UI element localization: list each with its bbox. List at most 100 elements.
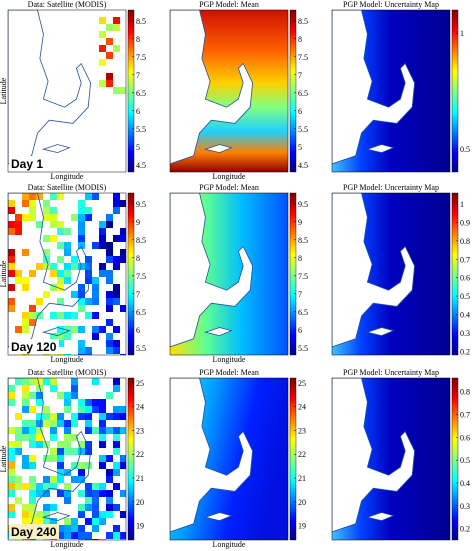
pixel xyxy=(36,378,43,385)
pixel xyxy=(85,420,92,427)
pixel xyxy=(99,511,106,518)
pixel xyxy=(78,539,85,540)
pixel xyxy=(113,469,120,476)
colorbar-tick-label: 21 xyxy=(136,474,144,483)
colorbar-tick-label: 0.4 xyxy=(460,311,470,320)
pixel xyxy=(113,87,120,94)
pixel xyxy=(92,504,99,511)
pixel xyxy=(71,448,78,455)
pixel xyxy=(64,490,71,497)
pixel xyxy=(78,406,85,413)
pixel xyxy=(50,270,57,277)
pixel xyxy=(85,427,92,434)
colorbar-tick-label: 6.5 xyxy=(298,308,308,317)
pixel xyxy=(78,228,85,235)
pixel xyxy=(43,406,50,413)
pixel xyxy=(78,235,85,242)
colorbar-tick-label: 5.5 xyxy=(136,125,146,134)
pixel xyxy=(57,333,64,340)
pixel xyxy=(22,319,29,326)
pixel xyxy=(22,312,29,319)
pixel xyxy=(29,193,36,200)
pixel xyxy=(57,193,64,200)
pixel xyxy=(113,483,120,490)
coastline xyxy=(8,193,92,348)
map xyxy=(170,10,288,172)
pixel xyxy=(22,455,29,462)
pixel xyxy=(22,326,29,333)
colorbar-tick-label: 0.7 xyxy=(460,255,470,264)
pixel xyxy=(99,263,106,270)
pixel xyxy=(29,462,36,469)
colorbar-tick-label: 9.5 xyxy=(298,200,308,209)
colorbar-tick-label: 23 xyxy=(298,426,306,435)
island xyxy=(41,512,71,522)
pixel xyxy=(92,539,99,540)
pixel xyxy=(120,511,126,518)
pixel xyxy=(113,256,120,263)
pixel xyxy=(106,249,113,256)
pixel xyxy=(64,333,71,340)
pixel xyxy=(92,242,99,249)
colorbar-tick-label: 0.7 xyxy=(460,411,470,420)
panel: Data: Satellite (MODIS) Longitude Latitude… xyxy=(0,183,146,364)
map-frame xyxy=(7,377,127,541)
colorbar xyxy=(289,192,297,356)
pixel xyxy=(99,270,106,277)
pixel xyxy=(57,490,64,497)
colorbar-tick-label: 7 xyxy=(136,290,140,299)
pixel xyxy=(78,207,85,214)
pixel xyxy=(99,221,106,228)
pixel xyxy=(78,200,85,207)
pixel xyxy=(36,511,43,518)
colorbar-tick-label: 8 xyxy=(298,254,302,263)
pixel xyxy=(71,518,78,525)
pixel xyxy=(85,497,92,504)
colorbar-tick-label: 8 xyxy=(136,35,140,44)
pixel xyxy=(92,298,99,305)
pixel xyxy=(78,399,85,406)
colorbar-tick-label: 7 xyxy=(298,290,302,299)
pixel xyxy=(43,207,50,214)
pixel xyxy=(120,455,126,462)
pixel xyxy=(113,448,120,455)
pixel xyxy=(36,518,43,525)
pixel xyxy=(29,406,36,413)
pixel xyxy=(15,483,22,490)
pixel xyxy=(92,483,99,490)
map xyxy=(332,10,450,172)
pixel xyxy=(50,518,57,525)
pixel xyxy=(120,305,126,312)
pixel xyxy=(8,504,15,511)
pixel xyxy=(92,518,99,525)
colorbar-tick-label: 19 xyxy=(136,522,144,531)
pixel xyxy=(78,263,85,270)
pixel xyxy=(64,277,71,284)
pixel xyxy=(22,214,29,221)
pixel xyxy=(8,399,15,406)
x-axis-label: Longitude xyxy=(213,355,246,364)
pixel xyxy=(64,249,71,256)
pixel xyxy=(8,270,15,277)
pixel xyxy=(29,511,36,518)
pixel xyxy=(106,333,113,340)
pixel xyxy=(85,256,92,263)
pixel xyxy=(8,427,15,434)
colorbar-tick-label: 1 xyxy=(460,200,464,209)
pixel xyxy=(57,462,64,469)
colorbar xyxy=(451,377,459,541)
pixel xyxy=(43,413,50,420)
pixel xyxy=(99,518,106,525)
pixel xyxy=(64,263,71,270)
pixel xyxy=(71,462,78,469)
pixel xyxy=(92,312,99,319)
day-label-group: Day 120 xyxy=(9,339,59,354)
pixel xyxy=(71,291,78,298)
pixel xyxy=(64,399,71,406)
colorbar-tick-label: 8.5 xyxy=(298,17,308,26)
pixel xyxy=(113,504,120,511)
pixel xyxy=(50,284,57,291)
pixel xyxy=(99,441,106,448)
pixel xyxy=(78,476,85,483)
